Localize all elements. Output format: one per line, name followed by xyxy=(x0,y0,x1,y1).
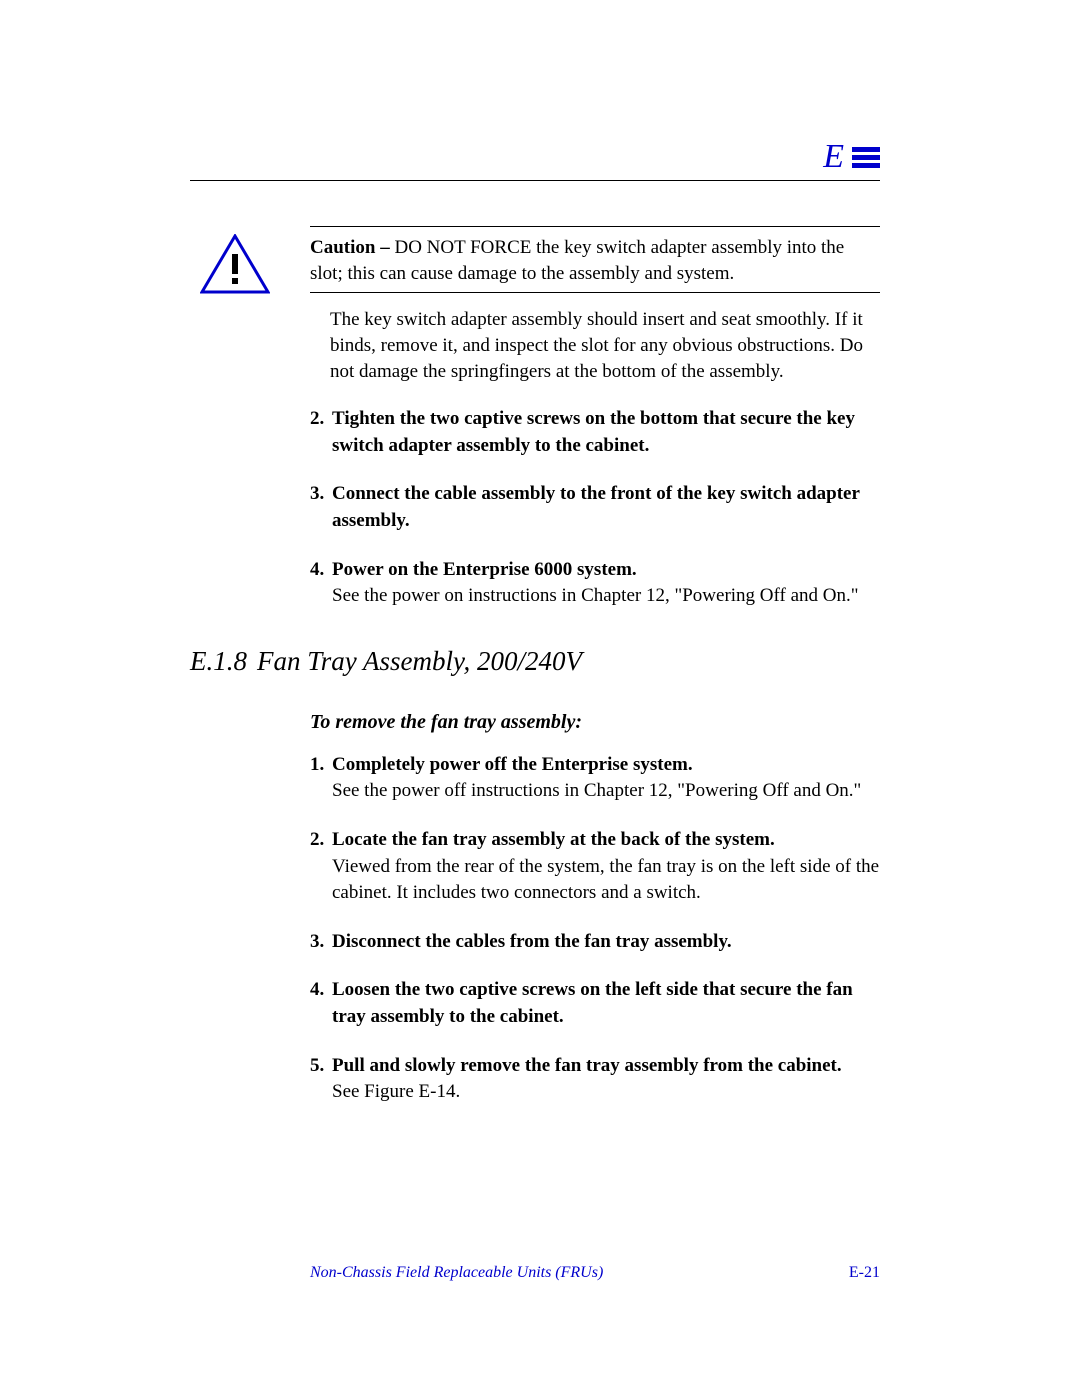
header-appendix-marker: E xyxy=(823,138,880,176)
main-content: Caution – DO NOT FORCE the key switch ad… xyxy=(190,226,880,1128)
step-description: See the power off instructions in Chapte… xyxy=(332,778,880,805)
step-number: 1. xyxy=(310,752,332,805)
step-number: 2. xyxy=(310,406,332,459)
step-title: Tighten the two captive screws on the bo… xyxy=(332,408,855,456)
caution-block: Caution – DO NOT FORCE the key switch ad… xyxy=(310,226,880,293)
continuation-steps-list: 2. Tighten the two captive screws on the… xyxy=(310,406,880,610)
header-rule xyxy=(190,180,880,181)
list-item: 3. Connect the cable assembly to the fro… xyxy=(310,481,880,534)
step-title: Pull and slowly remove the fan tray asse… xyxy=(332,1055,842,1076)
step-title: Disconnect the cables from the fan tray … xyxy=(332,931,732,952)
caution-triangle-icon xyxy=(200,234,270,301)
step-description: See Figure E-14. xyxy=(332,1079,880,1106)
caution-body: DO NOT FORCE the key switch adapter asse… xyxy=(310,237,844,284)
page-footer: Non-Chassis Field Replaceable Units (FRU… xyxy=(190,1264,880,1282)
step-title: Connect the cable assembly to the front … xyxy=(332,483,860,531)
list-item: 5. Pull and slowly remove the fan tray a… xyxy=(310,1053,880,1106)
step-number: 3. xyxy=(310,929,332,956)
footer-page-number: E-21 xyxy=(849,1264,880,1282)
section-number: E.1.8 xyxy=(190,646,247,676)
caution-followup-paragraph: The key switch adapter assembly should i… xyxy=(330,307,880,384)
removal-steps-list: 1. Completely power off the Enterprise s… xyxy=(310,752,880,1106)
step-number: 3. xyxy=(310,481,332,534)
step-number: 2. xyxy=(310,827,332,907)
footer-chapter-title: Non-Chassis Field Replaceable Units (FRU… xyxy=(310,1264,603,1282)
step-number: 5. xyxy=(310,1053,332,1106)
step-title: Completely power off the Enterprise syst… xyxy=(332,754,693,775)
procedure-subheading: To remove the fan tray assembly: xyxy=(310,711,880,734)
caution-label: Caution – xyxy=(310,237,390,258)
menu-lines-icon xyxy=(852,145,880,169)
step-number: 4. xyxy=(310,977,332,1030)
section-heading: E.1.8 Fan Tray Assembly, 200/240V xyxy=(190,646,880,677)
step-title: Power on the Enterprise 6000 system. xyxy=(332,559,637,580)
caution-bottom-rule xyxy=(310,292,880,293)
appendix-letter: E xyxy=(823,138,844,176)
section-title: Fan Tray Assembly, 200/240V xyxy=(257,646,582,676)
list-item: 2. Locate the fan tray assembly at the b… xyxy=(310,827,880,907)
list-item: 1. Completely power off the Enterprise s… xyxy=(310,752,880,805)
step-title: Loosen the two captive screws on the lef… xyxy=(332,979,853,1027)
list-item: 4. Power on the Enterprise 6000 system. … xyxy=(310,557,880,610)
list-item: 4. Loosen the two captive screws on the … xyxy=(310,977,880,1030)
caution-text: Caution – DO NOT FORCE the key switch ad… xyxy=(310,227,880,292)
list-item: 2. Tighten the two captive screws on the… xyxy=(310,406,880,459)
step-description: Viewed from the rear of the system, the … xyxy=(332,854,880,907)
list-item: 3. Disconnect the cables from the fan tr… xyxy=(310,929,880,956)
step-description: See the power on instructions in Chapter… xyxy=(332,583,880,610)
step-title: Locate the fan tray assembly at the back… xyxy=(332,829,775,850)
step-number: 4. xyxy=(310,557,332,610)
